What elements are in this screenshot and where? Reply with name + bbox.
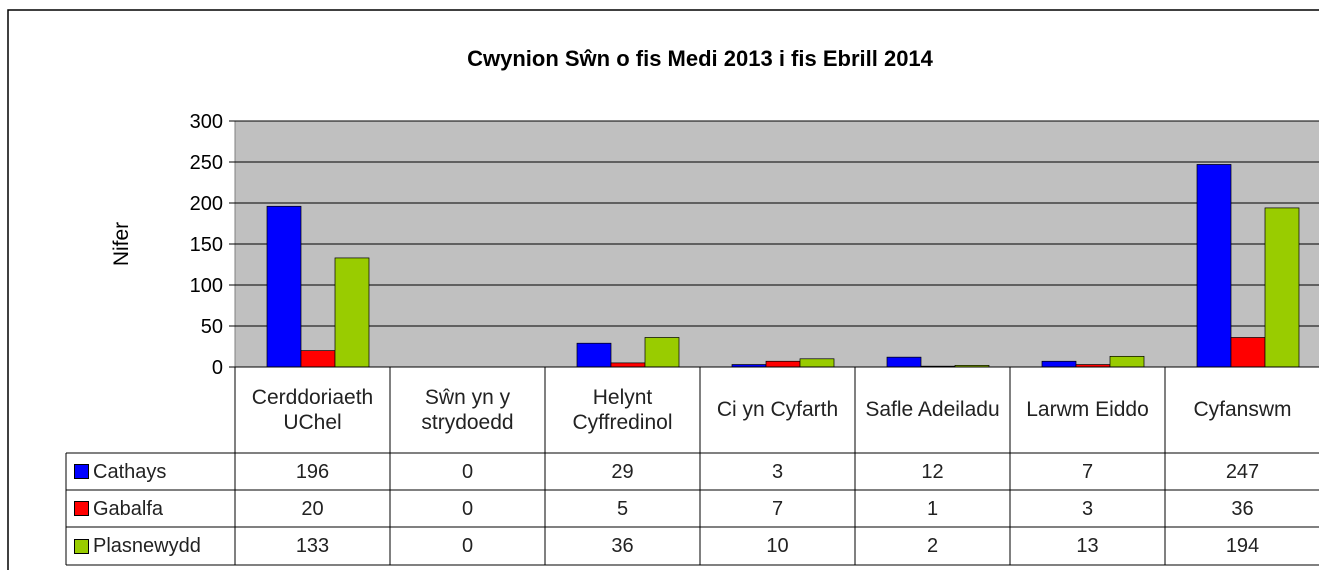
bar — [886, 356, 922, 368]
table-value-text: 2 — [926, 535, 939, 557]
table-value-text: 1 — [926, 497, 939, 520]
table-value-text: 7 — [1081, 460, 1094, 483]
table-value-text: 13 — [1076, 535, 1099, 557]
legend-entry: Cathays — [66, 453, 235, 490]
category-label: Larwm Eiddo — [1016, 367, 1159, 453]
category-label: Safle Adeiladu — [861, 367, 1004, 453]
y-tick-label: 0 — [212, 357, 223, 379]
table-value: 194 — [1165, 527, 1319, 565]
y-tick-label: 250 — [190, 152, 223, 174]
table-value-text: 7 — [771, 497, 784, 520]
legend-entry: Plasnewydd — [66, 527, 235, 565]
table-value-text: 29 — [611, 460, 634, 483]
category-label: Sŵn yn y strydoedd — [396, 367, 539, 453]
category-label: Cerddoriaeth UChel — [241, 367, 384, 453]
table-value: 5 — [545, 490, 700, 527]
bar — [266, 205, 302, 368]
table-value: 2 — [855, 527, 1010, 565]
category-label: Cyfanswm — [1171, 367, 1314, 453]
table-value-text: 10 — [766, 535, 789, 557]
y-tick-label: 50 — [201, 316, 223, 338]
table-value: 3 — [1010, 490, 1165, 527]
table-value-text: 3 — [1081, 497, 1094, 520]
table-value: 0 — [390, 453, 545, 490]
table-value-text: 36 — [611, 535, 634, 557]
chart-title: Cwynion Sŵn o fis Medi 2013 i fis Ebrill… — [467, 46, 934, 71]
bar — [799, 358, 835, 368]
legend-label: Cathays — [93, 460, 167, 483]
table-value-text: 247 — [1225, 460, 1260, 483]
table-value-text: 36 — [1231, 497, 1254, 520]
table-value: 29 — [545, 453, 700, 490]
table-value: 10 — [700, 527, 855, 565]
table-value: 0 — [390, 527, 545, 565]
y-tick-label: 300 — [190, 111, 223, 133]
legend-swatch — [74, 464, 89, 479]
table-value-text: 12 — [921, 460, 944, 483]
bar — [1109, 355, 1145, 368]
category-label-text: Helynt Cyffredinol — [572, 385, 673, 434]
table-value-text: 0 — [461, 497, 474, 520]
table-value: 196 — [235, 453, 390, 490]
table-value: 7 — [1010, 453, 1165, 490]
category-label-text: Ci yn Cyfarth — [716, 398, 839, 422]
table-value-text: 0 — [461, 535, 474, 557]
table-value: 0 — [390, 490, 545, 527]
table-value-text: 20 — [301, 497, 324, 520]
table-value: 36 — [1165, 490, 1319, 527]
table-value-text: 133 — [295, 535, 330, 557]
y-axis-label: Nifer — [110, 222, 133, 266]
table-value: 3 — [700, 453, 855, 490]
legend-entry: Gabalfa — [66, 490, 235, 527]
table-value: 13 — [1010, 527, 1165, 565]
category-label-text: Cyfanswm — [1193, 398, 1292, 422]
table-value: 20 — [235, 490, 390, 527]
category-label-text: Larwm Eiddo — [1026, 398, 1149, 422]
category-label-text: Safle Adeiladu — [865, 398, 1000, 422]
legend-swatch — [74, 501, 89, 516]
table-value: 7 — [700, 490, 855, 527]
bar — [576, 342, 612, 368]
y-tick-label: 100 — [190, 275, 223, 297]
table-value: 12 — [855, 453, 1010, 490]
legend-label: Gabalfa — [93, 497, 164, 520]
table-value-text: 3 — [771, 460, 784, 483]
category-label-text: Cerddoriaeth UChel — [251, 385, 374, 434]
legend-label: Plasnewydd — [93, 535, 201, 557]
table-value: 1 — [855, 490, 1010, 527]
table-value-text: 0 — [461, 460, 474, 483]
y-tick-label: 150 — [190, 234, 223, 256]
bar — [1196, 164, 1232, 368]
category-label-text: Sŵn yn y strydoedd — [421, 385, 514, 434]
bar — [1230, 337, 1266, 368]
table-value: 133 — [235, 527, 390, 565]
bar — [1264, 207, 1300, 368]
y-tick-label: 200 — [190, 193, 223, 215]
table-value: 247 — [1165, 453, 1319, 490]
category-label: Ci yn Cyfarth — [706, 367, 849, 453]
table-value-text: 196 — [295, 460, 330, 483]
bar — [300, 350, 336, 368]
bar — [334, 257, 370, 368]
legend-swatch — [74, 538, 89, 554]
table-value: 36 — [545, 527, 700, 565]
bar — [644, 337, 680, 368]
table-value-text: 194 — [1225, 535, 1260, 557]
table-value-text: 5 — [616, 497, 629, 520]
category-label: Helynt Cyffredinol — [551, 367, 694, 453]
